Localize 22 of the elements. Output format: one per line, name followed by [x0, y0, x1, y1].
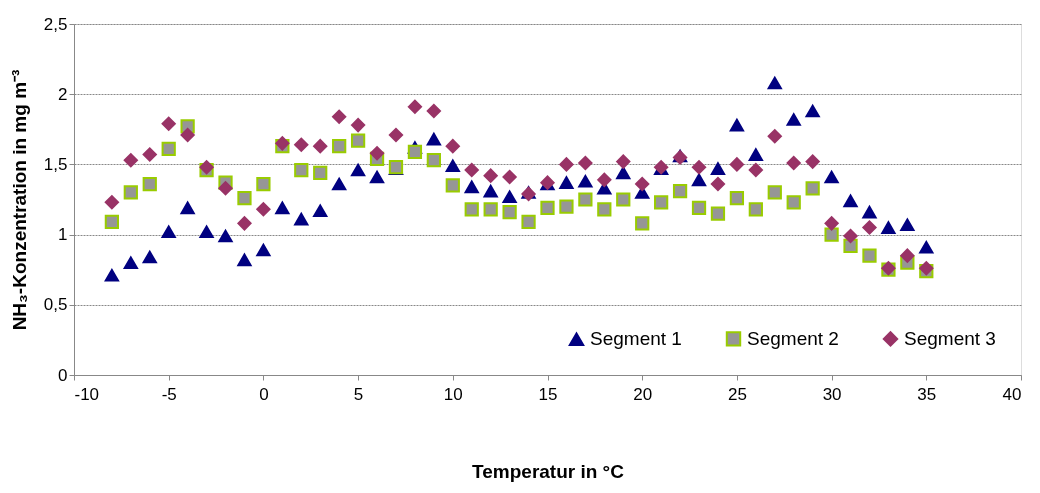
x-tick-label: 30: [822, 384, 842, 404]
legend-label: Segment 3: [904, 327, 996, 349]
x-tick-label: 5: [353, 384, 364, 404]
x-tick-label: 35: [917, 384, 937, 404]
y-tick-label: 0: [58, 365, 68, 385]
y-axis-title: NH₃-Konzentration in mg m⁻³: [8, 69, 30, 331]
x-tick-label: 0: [259, 384, 269, 404]
x-axis-title: Temperatur in °C: [472, 460, 625, 482]
y-tick-label: 0,5: [43, 295, 68, 315]
y-tick-label: 2,5: [43, 14, 68, 34]
legend-label: Segment 2: [747, 327, 839, 349]
x-tick-label: 20: [633, 384, 653, 404]
y-tick-label: 1,5: [43, 154, 68, 174]
y-tick-label: 1: [58, 225, 68, 245]
x-tick-label: 15: [538, 384, 558, 404]
legend-label: Segment 1: [590, 328, 682, 350]
x-tick-label: -5: [161, 384, 177, 404]
x-tick-label: 25: [727, 384, 747, 404]
x-tick-label: 40: [1002, 384, 1022, 404]
x-tick-label: 10: [443, 384, 463, 404]
y-tick-label: 2: [58, 84, 68, 104]
x-tick-label: -10: [74, 384, 100, 404]
